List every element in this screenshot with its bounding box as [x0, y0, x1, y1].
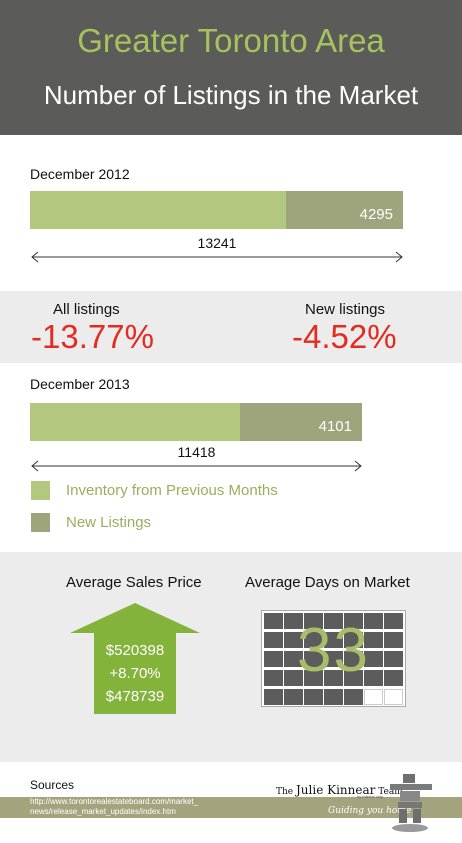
sources-band: [0, 797, 462, 818]
days-calendar-grid: [261, 610, 406, 707]
calendar-day-cell: [384, 613, 403, 629]
sources-label: Sources: [30, 778, 75, 792]
change-band: [0, 291, 462, 363]
calendar-day-cell: [264, 613, 283, 629]
calendar-day-cell: [284, 632, 303, 648]
new-listings-change: -4.52%: [292, 318, 397, 355]
dec-2013-new-segment: 4101: [240, 403, 362, 441]
calendar-day-cell: [284, 689, 303, 705]
page-title: Greater Toronto Area: [77, 22, 385, 59]
calendar-day-cell: [344, 689, 363, 705]
double-arrow-icon: [31, 460, 362, 472]
inukshuk-icon: [390, 774, 432, 832]
calendar-day-cell: [324, 689, 343, 705]
dec-2013-new-value: 4101: [318, 418, 352, 435]
brand-name-main: Julie Kinnear: [296, 783, 376, 797]
all-listings-change: -13.77%: [31, 318, 154, 355]
dec-2012-label: December 2012: [30, 166, 130, 182]
brand-prefix: The: [276, 787, 296, 797]
calendar-day-cell: [264, 651, 283, 667]
brand-name: The Julie Kinnear Team: [276, 783, 403, 797]
dec-2012-new-value: 4295: [359, 206, 393, 223]
avg-days-title: Average Days on Market: [245, 574, 410, 591]
calendar-day-cell: [284, 613, 303, 629]
calendar-day-cell: [304, 689, 323, 705]
brand-sub: by mfertal only: [357, 794, 384, 799]
calendar-day-cell: [284, 651, 303, 667]
calendar-day-cell: [264, 670, 283, 686]
calendar-day-cell: [364, 632, 383, 648]
page-subtitle: Number of Listings in the Market: [43, 80, 419, 110]
calendar-day-cell: [384, 651, 403, 667]
dec-2013-total: 11418: [177, 444, 216, 460]
double-arrow-icon: [31, 251, 403, 263]
dec-2012-total: 13241: [197, 235, 237, 251]
calendar-day-cell: [324, 670, 343, 686]
brand-suffix: Team: [375, 787, 403, 797]
calendar-day-cell: [344, 651, 363, 667]
calendar-day-cell: [264, 632, 283, 648]
calendar-day-cell: [304, 670, 323, 686]
legend-swatch-previous: [31, 481, 50, 500]
calendar-day-cell: [364, 651, 383, 667]
avg-days-value: 33: [297, 616, 370, 685]
calendar-day-cell: [384, 632, 403, 648]
calendar-day-cell: [264, 689, 283, 705]
up-arrow-icon: [70, 603, 200, 714]
sources-url-line2: news/release_market_updates/index.htm: [30, 807, 176, 816]
dec-2012-bar: 4295: [30, 191, 403, 229]
legend-new: New Listings: [66, 514, 152, 531]
header-banner: Greater Toronto Area Number of Listings …: [0, 0, 462, 135]
dec-2013-previous-segment: [30, 403, 240, 441]
sources-link[interactable]: http://www.torontorealestateboard.com/ma…: [30, 797, 230, 817]
dec-2012-previous-segment: [30, 191, 286, 229]
calendar-day-cell: [344, 613, 363, 629]
calendar-day-cell: [324, 632, 343, 648]
dec-2012-total-arrow: [30, 250, 404, 264]
dec-2012-new-segment: 4295: [286, 191, 403, 229]
calendar-day-cell: [304, 632, 323, 648]
calendar-day-cell: [364, 689, 383, 705]
all-listings-label: All listings: [53, 301, 120, 318]
avg-price-current: $520398: [105, 642, 165, 659]
legend-previous: Inventory from Previous Months: [66, 482, 278, 499]
avg-price-previous: $478739: [105, 688, 165, 705]
calendar-day-cell: [324, 613, 343, 629]
brand-tagline: Guiding you home: [328, 806, 412, 816]
calendar-day-cell: [304, 651, 323, 667]
calendar-day-cell: [304, 613, 323, 629]
dec-2013-bar: 4101: [30, 403, 362, 441]
new-listings-label: New listings: [305, 301, 386, 318]
calendar-day-cell: [324, 651, 343, 667]
calendar-day-cell: [364, 670, 383, 686]
calendar-day-cell: [384, 670, 403, 686]
avg-price-change: +8.70%: [109, 665, 161, 682]
sources-url-line1: http://www.torontorealestateboard.com/ma…: [30, 797, 199, 806]
dec-2013-total-arrow: [30, 459, 363, 473]
calendar-day-cell: [384, 689, 403, 705]
legend-swatch-new: [31, 513, 50, 532]
calendar-day-cell: [344, 632, 363, 648]
dec-2013-label: December 2013: [30, 376, 130, 392]
calendar-day-cell: [344, 670, 363, 686]
calendar-day-cell: [364, 613, 383, 629]
avg-price-title: Average Sales Price: [66, 574, 202, 591]
calendar-day-cell: [284, 670, 303, 686]
